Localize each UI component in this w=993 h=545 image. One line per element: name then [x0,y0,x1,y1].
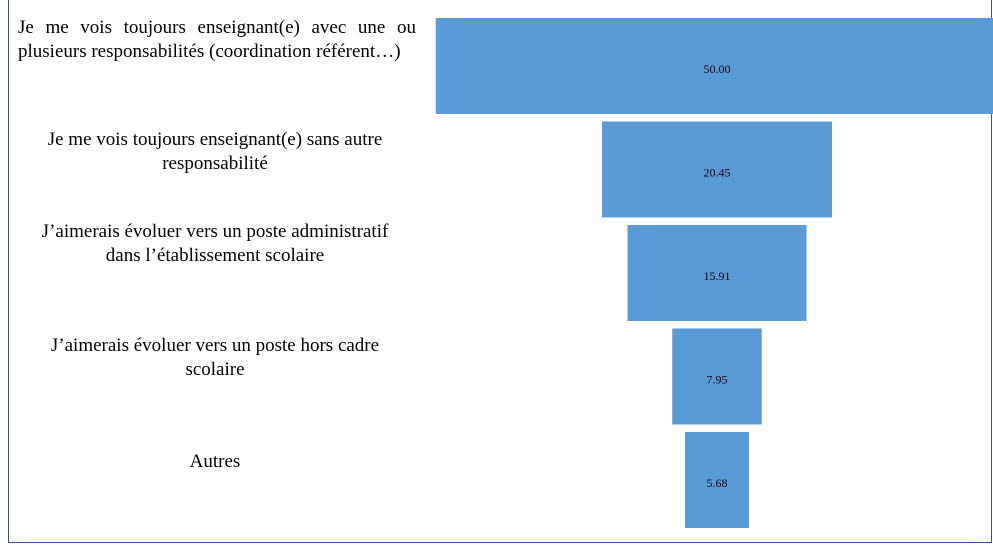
category-label: Autres [189,451,241,472]
category-label: Je me vois toujours enseignant(e) sans a… [47,129,383,174]
value-label: 7.95 [707,372,728,386]
category-label: Je me vois toujours enseignant(e) avec u… [18,17,416,62]
funnel-bar [672,328,762,425]
frame [8,0,992,543]
value-label: 5.68 [707,476,728,490]
value-label: 15.91 [704,269,731,283]
funnel-bar [601,121,833,218]
category-label: J’aimerais évoluer vers un poste hors ca… [50,335,380,380]
funnel-bar [627,225,807,321]
value-label: 50.00 [704,62,731,76]
funnel-bar [435,18,993,114]
value-label: 20.45 [704,165,731,179]
category-label: J’aimerais évoluer vers un poste adminis… [41,221,389,266]
funnel-bar [685,432,749,528]
